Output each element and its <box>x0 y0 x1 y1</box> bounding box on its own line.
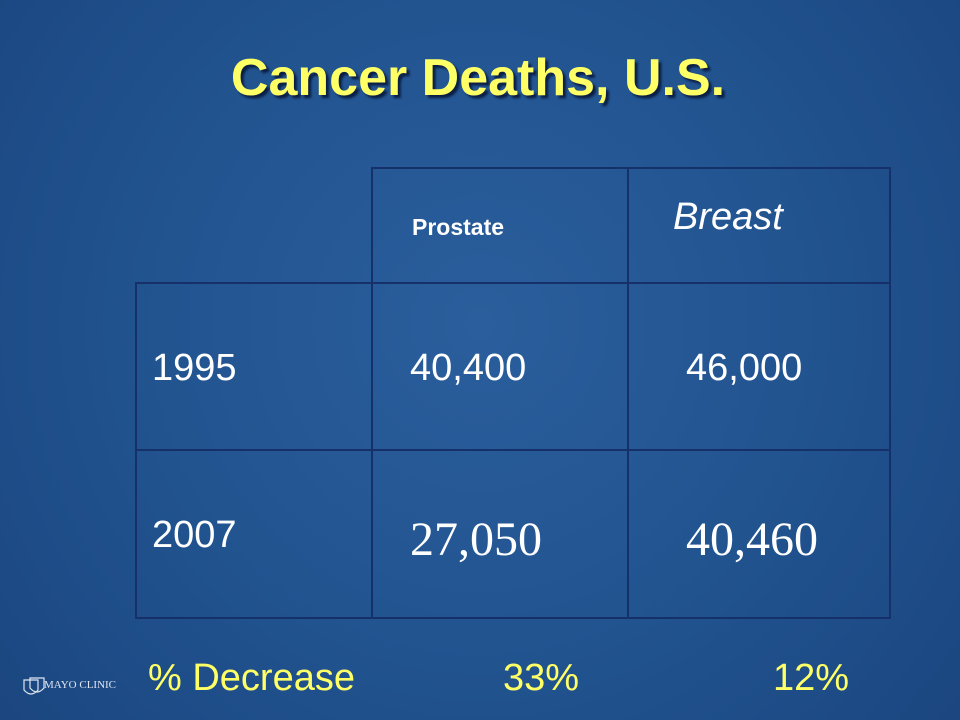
logo-text: MAYO CLINIC <box>44 679 117 691</box>
logo-icon <box>23 677 45 695</box>
footer-value: 12% <box>773 657 850 699</box>
cell: 46,000 <box>686 347 803 389</box>
column-header: Prostate <box>412 214 505 240</box>
footer-value: 33% <box>503 657 580 699</box>
row-label: 1995 <box>152 347 237 389</box>
footer-label: % Decrease <box>148 657 355 699</box>
cell: 40,460 <box>686 513 818 566</box>
row-label: 2007 <box>152 514 237 556</box>
column-header: Breast <box>673 196 783 238</box>
cell: 40,400 <box>410 347 527 389</box>
cell: 27,050 <box>410 513 542 566</box>
title: Cancer Deaths, U.S. <box>230 49 726 107</box>
